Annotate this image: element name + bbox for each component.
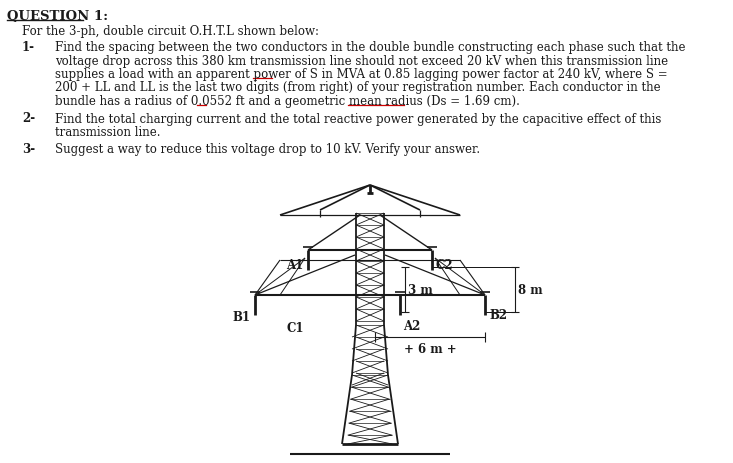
Text: B1: B1 (232, 311, 250, 324)
Text: voltage drop across this 380 km transmission line should not exceed 20 kV when t: voltage drop across this 380 km transmis… (55, 54, 668, 67)
Text: QUESTION 1:: QUESTION 1: (7, 10, 108, 23)
Text: A2: A2 (403, 319, 420, 332)
Text: A1: A1 (286, 259, 303, 272)
Text: + 6 m +: + 6 m + (404, 342, 457, 355)
Text: C2: C2 (436, 258, 454, 271)
Text: 8 m: 8 m (518, 283, 542, 296)
Text: Find the spacing between the two conductors in the double bundle constructing ea: Find the spacing between the two conduct… (55, 41, 685, 54)
Text: B2: B2 (489, 309, 507, 322)
Text: 1-: 1- (22, 41, 35, 54)
Text: transmission line.: transmission line. (55, 126, 161, 139)
Text: supplies a load with an apparent power of S in MVA at 0.85 lagging power factor : supplies a load with an apparent power o… (55, 68, 668, 81)
Text: bundle has a radius of 0.0552 ft and a geometric mean radius (Ds = 1.69 cm).: bundle has a radius of 0.0552 ft and a g… (55, 95, 520, 108)
Text: Suggest a way to reduce this voltage drop to 10 kV. Verify your answer.: Suggest a way to reduce this voltage dro… (55, 143, 480, 156)
Text: 2-: 2- (22, 112, 35, 125)
Text: Find the total charging current and the total reactive power generated by the ca: Find the total charging current and the … (55, 112, 661, 125)
Text: 3 m: 3 m (408, 283, 432, 296)
Text: For the 3-ph, double circuit O.H.T.L shown below:: For the 3-ph, double circuit O.H.T.L sho… (22, 25, 319, 38)
Text: 200 + LL and LL is the last two digits (from right) of your registration number.: 200 + LL and LL is the last two digits (… (55, 81, 660, 94)
Text: C1: C1 (287, 321, 303, 334)
Text: 3-: 3- (22, 143, 35, 156)
